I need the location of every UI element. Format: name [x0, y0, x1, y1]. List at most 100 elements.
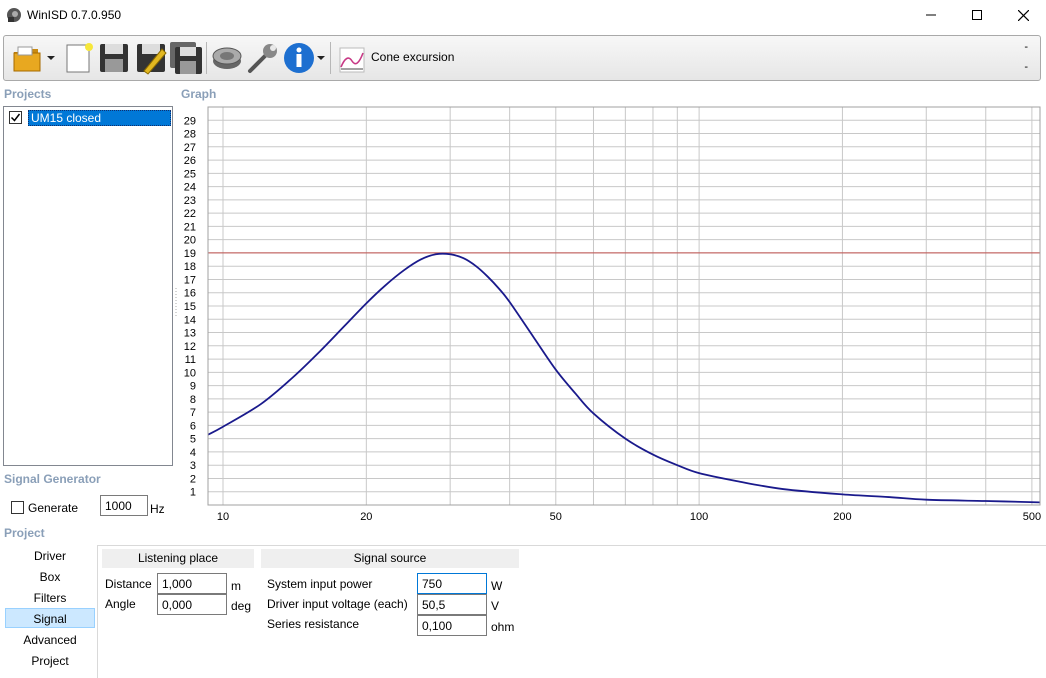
distance-label: Distance — [105, 577, 152, 591]
toolbar: Cone excursion - - — [3, 35, 1041, 81]
y-tick-label: 28 — [184, 129, 196, 141]
checkmark-icon — [10, 113, 21, 122]
x-tick-label: 100 — [690, 511, 708, 523]
y-tick-label: 29 — [184, 115, 196, 127]
y-tick-label: 26 — [184, 155, 196, 167]
maximize-button[interactable] — [954, 0, 1000, 30]
x-tick-label: 500 — [1023, 511, 1041, 523]
y-tick-label: 2 — [190, 473, 196, 485]
y-tick-label: 3 — [190, 460, 196, 472]
app-logo-icon — [7, 8, 21, 22]
y-tick-label: 8 — [190, 394, 196, 406]
graph-type-label[interactable]: Cone excursion — [371, 50, 455, 64]
cone-excursion-curve — [207, 252, 1041, 504]
y-tick-label: 15 — [184, 301, 196, 313]
save-edit-icon[interactable] — [134, 41, 168, 75]
project-section-label: Project — [4, 526, 45, 540]
x-axis-ticks: 10 20 50 100 200 500 — [217, 511, 1041, 523]
power-unit: W — [491, 579, 503, 593]
angle-input[interactable] — [157, 594, 227, 615]
graph-grid — [208, 107, 1040, 505]
distance-unit: m — [231, 579, 241, 593]
y-tick-label: 11 — [185, 354, 196, 366]
driver-input-voltage-label: Driver input voltage (each) — [267, 597, 408, 611]
frequency-input[interactable] — [100, 495, 148, 516]
project-checkbox[interactable] — [9, 111, 22, 124]
y-tick-label: 9 — [190, 381, 196, 393]
info-icon[interactable] — [282, 41, 316, 75]
y-tick-label: 16 — [184, 288, 196, 300]
toolbar-separator — [206, 42, 207, 74]
x-tick-label: 200 — [833, 511, 851, 523]
open-folder-icon[interactable] — [12, 41, 46, 75]
nav-advanced[interactable]: Advanced — [23, 633, 77, 647]
y-tick-label: 20 — [184, 235, 196, 247]
graph-section-label: Graph — [181, 87, 217, 101]
minimize-button[interactable] — [908, 0, 954, 30]
voltage-unit: V — [491, 599, 500, 613]
generate-label: Generate — [28, 501, 79, 515]
distance-input[interactable] — [157, 573, 227, 594]
splitter-grip[interactable] — [174, 288, 180, 318]
y-tick-label: 25 — [184, 168, 196, 180]
x-tick-label: 20 — [360, 511, 372, 523]
nav-driver[interactable]: Driver — [34, 549, 66, 563]
toolbar-dash-top: - — [1024, 41, 1028, 53]
series-resistance-label: Series resistance — [267, 617, 360, 631]
y-tick-label: 4 — [190, 447, 196, 459]
close-icon — [1017, 9, 1029, 21]
y-tick-label: 7 — [190, 407, 196, 419]
window-title: WinISD 0.7.0.950 — [27, 8, 122, 22]
title-bar: WinISD 0.7.0.950 — [0, 0, 1046, 30]
y-tick-label: 21 — [184, 221, 196, 233]
info-dropdown-arrow-icon[interactable] — [317, 54, 325, 62]
y-tick-label: 5 — [190, 434, 196, 446]
y-tick-label: 1 — [190, 487, 196, 499]
y-tick-label: 19 — [184, 248, 196, 260]
angle-unit: deg — [231, 599, 252, 613]
frequency-unit: Hz — [150, 502, 165, 516]
y-tick-label: 17 — [184, 274, 196, 286]
save-all-icon[interactable] — [169, 41, 203, 75]
open-dropdown-arrow-icon[interactable] — [47, 54, 55, 62]
maximize-icon — [972, 10, 982, 20]
save-icon[interactable] — [97, 41, 131, 75]
series-resistance-input[interactable] — [417, 615, 487, 636]
new-document-icon[interactable] — [62, 41, 96, 75]
y-tick-label: 23 — [184, 195, 196, 207]
speaker-driver-icon[interactable] — [210, 41, 244, 75]
y-tick-label: 12 — [184, 341, 196, 353]
signal-source-header: Signal source — [261, 549, 519, 568]
system-input-power-input[interactable] — [417, 573, 487, 594]
x-tick-label: 10 — [217, 511, 229, 523]
y-tick-label: 24 — [184, 182, 196, 194]
toolbar-separator — [330, 42, 331, 74]
resistance-unit: ohm — [491, 620, 515, 634]
plot-frame — [207, 106, 1041, 506]
y-tick-label: 14 — [184, 314, 196, 326]
system-input-power-label: System input power — [267, 577, 373, 591]
nav-box[interactable]: Box — [39, 570, 61, 584]
angle-label: Angle — [105, 597, 136, 611]
driver-input-voltage-input[interactable] — [417, 594, 487, 615]
y-tick-label: 22 — [184, 208, 196, 220]
y-tick-label: 13 — [184, 328, 196, 340]
y-tick-label: 10 — [184, 367, 196, 379]
y-axis-ticks: 1234567891011121314151617181920212223242… — [184, 115, 196, 498]
nav-filters[interactable]: Filters — [33, 591, 67, 605]
generate-checkbox[interactable] — [11, 501, 24, 514]
projects-list[interactable]: UM15 closed — [3, 106, 173, 466]
close-button[interactable] — [1000, 0, 1046, 30]
cone-excursion-graph[interactable]: 1234567891011121314151617181920212223242… — [175, 104, 1043, 524]
y-tick-label: 18 — [184, 261, 196, 273]
minimize-icon — [926, 14, 936, 16]
signal-generator-section-label: Signal Generator — [4, 472, 101, 486]
toolbar-dash-bottom: - — [1024, 61, 1028, 73]
graph-chart-icon[interactable] — [339, 47, 365, 73]
y-tick-label: 27 — [184, 142, 196, 154]
listening-place-header: Listening place — [102, 549, 254, 568]
nav-project[interactable]: Project — [31, 654, 69, 668]
project-list-item[interactable]: UM15 closed — [28, 110, 171, 126]
wrench-icon[interactable] — [246, 41, 280, 75]
nav-signal[interactable]: Signal — [5, 608, 95, 628]
